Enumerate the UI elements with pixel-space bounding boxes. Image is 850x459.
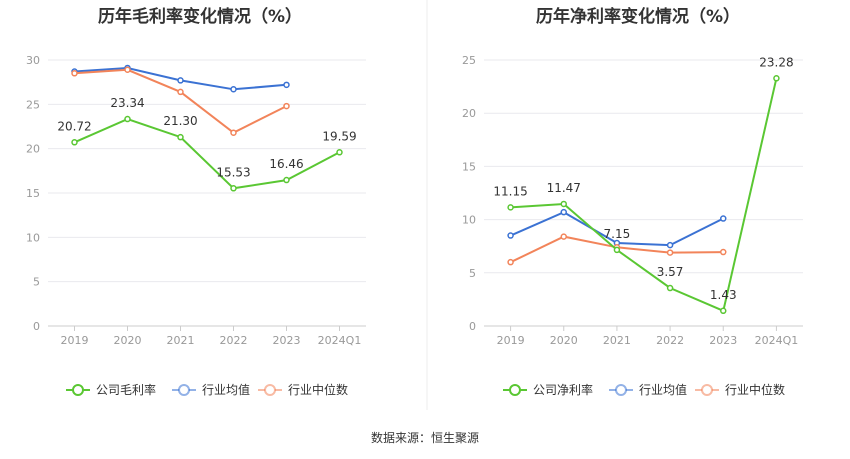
data-point [720, 307, 727, 315]
data-point [666, 249, 674, 256]
data-point [283, 102, 290, 110]
y-tick-label: 30 [26, 54, 40, 67]
legend-marker [178, 384, 190, 396]
y-tick-label: 20 [26, 143, 40, 156]
data-source-note: 数据来源：恒生聚源 [371, 430, 479, 445]
data-label: 3.57 [657, 265, 684, 279]
data-label: 21.30 [163, 114, 197, 128]
series-industry-median [71, 66, 290, 136]
y-tick-label: 0 [469, 320, 476, 333]
x-tick-label: 2024Q1 [318, 334, 362, 347]
legend-net: 公司净利率 行业均值 行业中位数 [503, 382, 785, 397]
data-label: 11.47 [547, 181, 581, 195]
data-label: 7.15 [604, 227, 631, 241]
data-point [177, 133, 184, 141]
data-point [560, 208, 567, 216]
chart-title-gross: 历年毛利率变化情况（%） [98, 6, 302, 27]
x-tick-label: 2021 [167, 334, 195, 347]
legend-label: 公司毛利率 [96, 382, 156, 397]
x-tick-label: 2023 [273, 334, 301, 347]
data-point [666, 241, 674, 249]
legend-gross: 公司毛利率 行业均值 行业中位数 [66, 382, 348, 397]
data-point [283, 81, 290, 89]
x-tick-label: 2024Q1 [755, 334, 799, 347]
data-label: 20.72 [57, 119, 91, 133]
x-tick-label: 2021 [603, 334, 631, 347]
data-point [124, 115, 131, 123]
chart-panel-net: 历年净利率变化情况（%） 0 5 10 15 20 25 2019 2020 2021 2022 20… [462, 6, 803, 397]
data-point [283, 176, 290, 184]
y-tick-label: 25 [462, 54, 476, 67]
data-label: 19.59 [322, 129, 356, 143]
data-point [720, 248, 727, 256]
x-tick-label: 2022 [656, 334, 684, 347]
legend-label: 行业中位数 [725, 382, 785, 397]
data-point [177, 77, 184, 84]
data-point [773, 75, 780, 82]
x-tick-label: 2019 [497, 334, 525, 347]
x-tick-label: 2020 [550, 334, 578, 347]
y-tick-label: 0 [33, 320, 40, 333]
data-label: 1.43 [710, 288, 737, 302]
data-point [71, 139, 78, 146]
legend-label: 行业均值 [639, 382, 687, 397]
data-point [71, 70, 78, 77]
data-point [720, 215, 727, 222]
legend-marker [264, 384, 276, 396]
data-point [177, 88, 184, 96]
data-point [666, 284, 674, 292]
legend-item[interactable]: 公司净利率 [503, 382, 593, 397]
y-tick-label: 10 [26, 231, 40, 244]
x-tick-label: 2020 [114, 334, 142, 347]
legend-item[interactable]: 行业均值 [609, 382, 687, 397]
chart-title-net: 历年净利率变化情况（%） [536, 6, 740, 27]
data-label: 23.28 [759, 55, 793, 69]
data-label: 11.15 [493, 184, 527, 198]
data-point [336, 149, 343, 156]
x-tick-label: 2022 [220, 334, 248, 347]
legend-label: 行业中位数 [288, 382, 348, 397]
x-tick-label: 2019 [61, 334, 89, 347]
y-tick-label: 10 [462, 214, 476, 227]
data-label: 23.34 [110, 96, 144, 110]
y-tick-label: 15 [462, 160, 476, 173]
y-tick-label: 25 [26, 98, 40, 111]
legend-item[interactable]: 行业中位数 [695, 382, 785, 397]
legend-marker [72, 384, 84, 396]
legend-label: 行业均值 [202, 382, 250, 397]
legend-marker [509, 384, 521, 396]
data-point [507, 204, 514, 211]
data-point [613, 246, 621, 254]
legend-item[interactable]: 行业中位数 [258, 382, 348, 397]
series-industry-average [507, 208, 727, 249]
legend-label: 公司净利率 [533, 382, 593, 397]
series-line [510, 78, 778, 313]
legend-item[interactable]: 行业均值 [172, 382, 250, 397]
series-company: 20.72 23.34 21.30 15.53 16.46 19.59 [57, 96, 357, 192]
legend-marker [615, 384, 627, 396]
data-point [560, 200, 567, 208]
data-point [560, 233, 567, 240]
data-point [230, 86, 237, 93]
chart-panel-gross: 历年毛利率变化情况（%） 0 5 10 15 20 25 30 2019 2020 2021 2022… [26, 6, 366, 397]
y-tick-label: 20 [462, 107, 476, 120]
y-tick-label: 5 [469, 267, 476, 280]
series-company: 11.15 11.47 7.15 3.57 1.43 23.28 [493, 55, 794, 315]
data-label: 15.53 [216, 165, 250, 179]
data-point [507, 258, 514, 266]
y-tick-label: 5 [33, 276, 40, 289]
series-industry-average [71, 64, 290, 93]
data-label: 16.46 [269, 157, 303, 171]
data-point [230, 129, 237, 136]
series-line [74, 118, 340, 190]
legend-item[interactable]: 公司毛利率 [66, 382, 156, 397]
x-tick-label: 2023 [709, 334, 737, 347]
legend-marker [701, 384, 713, 396]
y-tick-label: 15 [26, 187, 40, 200]
data-point [230, 185, 237, 192]
data-point [124, 66, 131, 74]
data-point [507, 232, 514, 239]
